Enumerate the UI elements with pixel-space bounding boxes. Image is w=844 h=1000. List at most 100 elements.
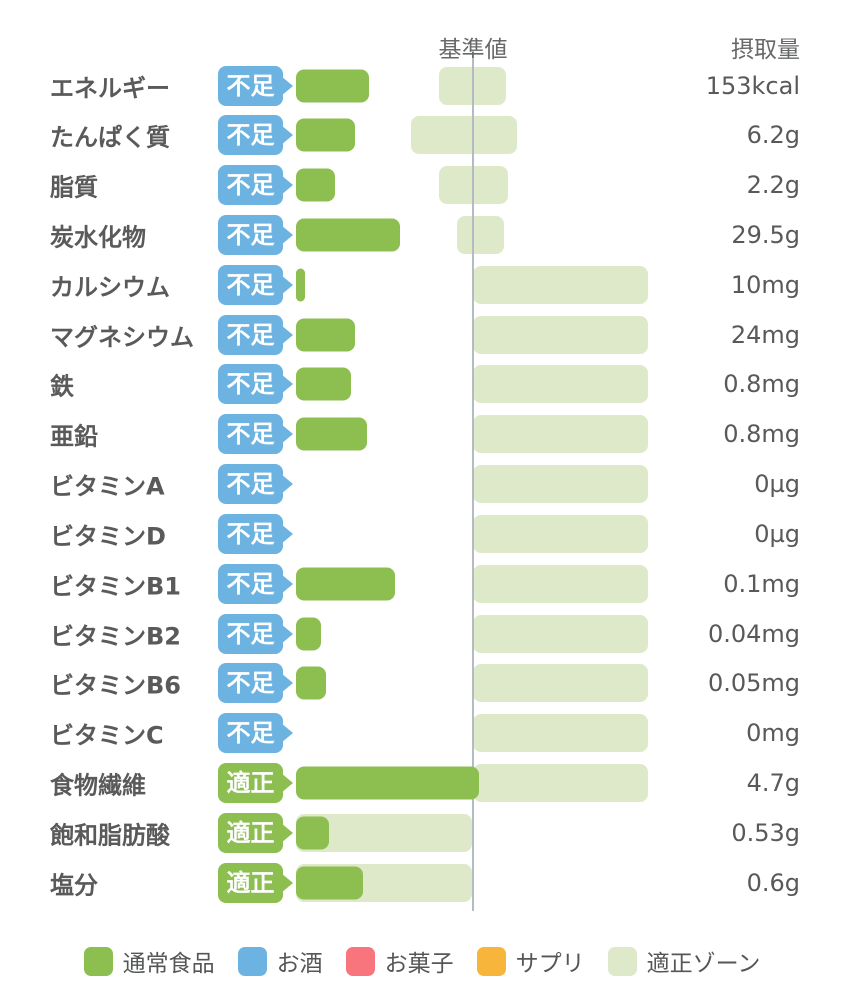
legend-swatch-icon — [237, 946, 267, 976]
intake-bar — [296, 816, 329, 850]
status-badge: 不足 — [218, 65, 283, 106]
baseline-line — [472, 58, 474, 911]
status-badge: 不足 — [218, 115, 283, 156]
nutrient-label: 脂質 — [50, 173, 98, 202]
nutrient-row: ビタミンB2 不足 0.04mg — [0, 609, 844, 659]
status-badge: 不足 — [218, 264, 283, 305]
intake-bar — [296, 318, 355, 352]
target-zone — [473, 664, 648, 703]
nutrient-label: ビタミンB2 — [50, 622, 181, 650]
legend-label: 適正ゾーン — [646, 951, 761, 977]
intake-bar — [296, 617, 321, 650]
nutrient-row: 飽和脂肪酸 適正 0.53g — [0, 808, 844, 858]
legend-label: 通常食品 — [122, 951, 215, 977]
nutrient-label: 亜鉛 — [50, 422, 98, 451]
status-badge: 不足 — [218, 563, 283, 604]
nutrient-label: ビタミンC — [50, 721, 164, 750]
status-badge: 不足 — [218, 464, 283, 505]
intake-value: 0mg — [746, 719, 800, 748]
status-badge: 不足 — [218, 165, 283, 206]
intake-value: 0.1mg — [723, 569, 800, 598]
target-zone — [473, 564, 648, 603]
legend-item: 適正ゾーン — [607, 944, 761, 978]
intake-value: 0.04mg — [707, 619, 800, 648]
intake-value: 0µg — [754, 470, 800, 499]
intake-value: 0.53g — [731, 818, 800, 847]
intake-value: 0µg — [754, 519, 800, 548]
legend-item: 通常食品 — [83, 944, 215, 978]
intake-value: 0.6g — [746, 868, 800, 897]
legend: 通常食品 お酒 お菓子 サプリ 適正ゾーン — [0, 944, 844, 978]
target-zone — [473, 764, 648, 802]
legend-swatch-icon — [607, 946, 637, 976]
nutrient-label: ビタミンB1 — [50, 572, 181, 601]
intake-bar — [296, 367, 351, 401]
legend-swatch-icon — [83, 946, 113, 976]
intake-bar — [296, 766, 479, 800]
intake-value: 2.2g — [746, 171, 800, 200]
nutrient-row: 炭水化物 不足 29.5g — [0, 210, 844, 260]
legend-label: お菓子 — [384, 951, 454, 977]
status-badge: 不足 — [218, 663, 283, 704]
legend-swatch-icon — [476, 946, 506, 976]
legend-item: お酒 — [237, 944, 323, 978]
intake-value: 29.5g — [731, 221, 800, 249]
intake-bar — [296, 866, 363, 900]
intake-bar — [296, 168, 335, 202]
intake-value: 0.8mg — [723, 420, 800, 449]
target-zone — [473, 514, 648, 553]
nutrient-label: たんぱく質 — [50, 123, 170, 152]
status-badge: 適正 — [218, 763, 283, 803]
nutrient-row: ビタミンB1 不足 0.1mg — [0, 559, 844, 609]
nutrient-row: エネルギー 不足 153kcal — [0, 61, 844, 111]
nutrient-row: 食物繊維 適正 4.7g — [0, 758, 844, 808]
target-zone — [411, 116, 517, 155]
status-badge: 不足 — [218, 414, 283, 455]
intake-value: 0.05mg — [707, 669, 800, 698]
nutrient-label: ビタミンD — [50, 522, 166, 551]
nutrient-row: マグネシウム 不足 24mg — [0, 310, 844, 360]
intake-bar — [296, 218, 400, 252]
status-badge: 不足 — [218, 364, 283, 405]
nutrient-row: ビタミンD 不足 0µg — [0, 509, 844, 559]
intake-bar — [296, 268, 305, 302]
intake-value: 153kcal — [705, 71, 800, 100]
nutrient-label: ビタミンA — [50, 472, 165, 501]
nutrient-label: ビタミンB6 — [50, 671, 181, 700]
nutrient-row: 鉄 不足 0.8mg — [0, 359, 844, 409]
status-badge: 不足 — [218, 215, 283, 255]
nutrient-row: 塩分 適正 0.6g — [0, 858, 844, 908]
nutrient-row: 脂質 不足 2.2g — [0, 160, 844, 210]
status-badge: 不足 — [218, 513, 283, 554]
nutrient-label: 鉄 — [50, 372, 74, 401]
intake-value: 0.8mg — [723, 370, 800, 399]
intake-value: 24mg — [730, 320, 800, 349]
legend-item: お菓子 — [345, 944, 454, 978]
intake-bar — [296, 417, 367, 451]
nutrient-row: 亜鉛 不足 0.8mg — [0, 409, 844, 459]
nutrient-row: ビタミンC 不足 0mg — [0, 708, 844, 758]
intake-value: 10mg — [730, 270, 800, 299]
status-badge: 適正 — [218, 812, 283, 853]
target-zone — [473, 714, 648, 753]
nutrient-row: カルシウム 不足 10mg — [0, 260, 844, 310]
nutrient-label: エネルギー — [50, 74, 170, 102]
target-zone — [457, 216, 504, 254]
nutrient-label: マグネシウム — [50, 323, 194, 352]
nutrient-row: たんぱく質 不足 6.2g — [0, 110, 844, 160]
legend-item: サプリ — [476, 944, 585, 978]
nutrient-label: 塩分 — [50, 871, 98, 900]
intake-bar — [296, 666, 326, 700]
target-zone — [473, 614, 648, 653]
status-badge: 適正 — [218, 862, 283, 903]
status-badge: 不足 — [218, 713, 283, 754]
target-zone — [473, 365, 648, 404]
legend-label: お酒 — [276, 951, 323, 977]
nutrient-label: 飽和脂肪酸 — [50, 821, 170, 850]
nutrient-label: カルシウム — [50, 273, 170, 302]
intake-value: 4.7g — [746, 769, 800, 797]
legend-swatch-icon — [345, 946, 375, 976]
target-zone — [473, 465, 648, 504]
nutrient-row: ビタミンA 不足 0µg — [0, 459, 844, 509]
